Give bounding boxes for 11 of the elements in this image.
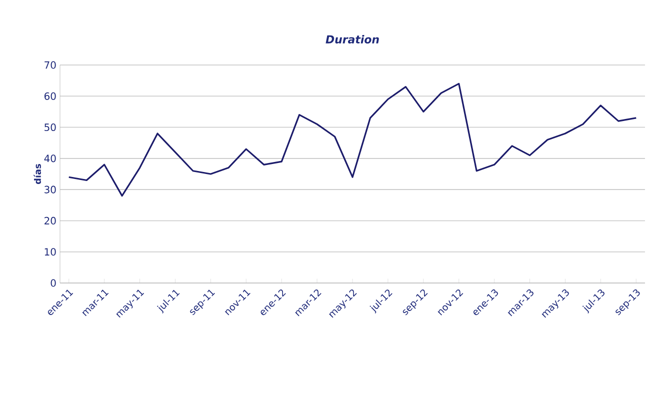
y-tick-label: 60 — [44, 92, 56, 100]
line-series — [68, 82, 637, 197]
y-tick-label: 30 — [44, 186, 56, 194]
y-tick-label: 70 — [44, 61, 56, 69]
y-tick-label: 10 — [44, 248, 56, 256]
y-tick-label: 0 — [50, 279, 56, 287]
y-tick-label: 20 — [44, 216, 56, 224]
y-tick-label: 50 — [44, 124, 56, 132]
y-tick-label: 40 — [44, 154, 56, 162]
chart-title: Duration — [326, 35, 379, 44]
y-axis-title: días — [34, 164, 41, 184]
